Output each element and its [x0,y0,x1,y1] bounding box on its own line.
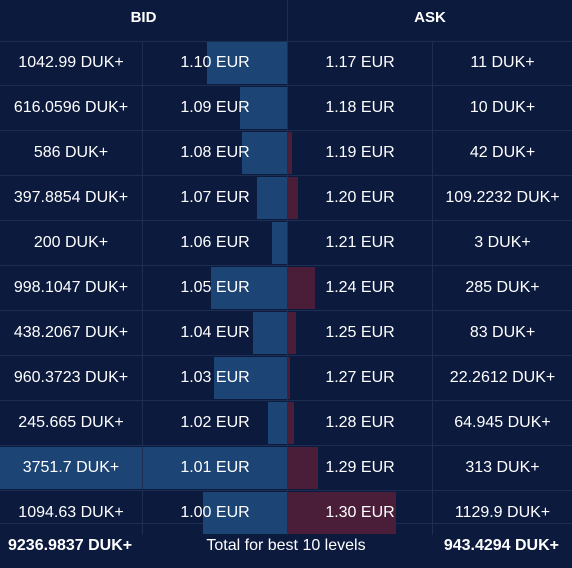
bid-price: 1.03 EUR [143,356,288,400]
order-row[interactable]: 438.2067 DUK+ 1.04 EUR 1.25 EUR 83 DUK+ [0,311,572,356]
ask-quantity: 109.2232 DUK+ [445,189,560,206]
bid-quantity: 1094.63 DUK+ [0,491,143,535]
ask-quantity: 11 DUK+ [470,54,535,71]
ask-price: 1.21 EUR [288,221,433,265]
bid-price: 1.02 EUR [143,401,288,445]
ask-quantity: 64.945 DUK+ [454,414,551,431]
ask-depth-bar [288,402,294,444]
bid-depth-bar [253,312,287,354]
ask-quantity: 1129.9 DUK+ [454,504,551,521]
order-row[interactable]: 397.8854 DUK+ 1.07 EUR 1.20 EUR 109.2232 DU… [0,176,572,221]
bid-quantity: 998.1047 DUK+ [0,266,143,310]
ask-price: 1.25 EUR [288,311,433,355]
order-row[interactable]: 586 DUK+ 1.08 EUR 1.19 EUR 42 DUK+ [0,131,572,176]
ask-price: 1.20 EUR [288,176,433,220]
ask-quantity: 285 DUK+ [465,279,540,296]
bid-quantity: 1042.99 DUK+ [0,41,143,85]
bid-quantity: 438.2067 DUK+ [0,311,143,355]
bid-price: 1.04 EUR [143,311,288,355]
ask-quantity: 10 DUK+ [469,99,536,116]
bid-depth-bar [240,87,287,129]
bid-quantity: 616.0596 DUK+ [0,86,143,130]
bid-depth-bar [0,447,287,489]
bid-depth-bar [257,177,287,219]
ask-price: 1.24 EUR [288,266,433,310]
ask-depth-bar [288,492,396,534]
ask-price: 1.29 EUR [288,446,433,490]
bid-depth-bar [211,267,287,309]
order-row[interactable]: 960.3723 DUK+ 1.03 EUR 1.27 EUR 22.2612 DUK… [0,356,572,401]
bid-depth-bar [268,402,287,444]
ask-depth-bar [288,357,290,399]
order-row[interactable]: 616.0596 DUK+ 1.09 EUR 1.18 EUR 10 DUK+ [0,86,572,131]
order-row[interactable]: 1042.99 DUK+ 1.10 EUR 1.17 EUR 11 DUK+ [0,41,572,86]
order-rows: 1042.99 DUK+ 1.10 EUR 1.17 EUR 11 DUK+ 616.0… [0,41,572,535]
ask-depth-bar [288,177,298,219]
bid-quantity: 586 DUK+ [0,131,143,175]
order-row[interactable]: 1094.63 DUK+ 1.00 EUR 1.30 EUR 1129.9 DUK+ [0,491,572,535]
ask-depth-bar [288,267,315,309]
bid-price: 1.00 EUR [143,491,288,535]
bid-price: 1.01 EUR [143,446,288,490]
ask-price: 1.30 EUR [288,491,433,535]
bid-header: BID [0,0,288,42]
bid-depth-bar [242,132,287,174]
ask-total: 943.4294 DUK+ [443,537,559,554]
ask-depth-bar [288,132,292,174]
bid-depth-bar [214,357,287,399]
bid-price: 1.09 EUR [143,86,288,130]
bid-total: 9236.9837 DUK+ [8,537,133,554]
bid-quantity: 200 DUK+ [0,221,143,265]
ask-quantity: 83 DUK+ [469,324,536,341]
bid-price: 1.05 EUR [143,266,288,310]
bid-quantity: 245.665 DUK+ [0,401,143,445]
ask-depth-bar [288,312,296,354]
ask-price: 1.27 EUR [288,356,433,400]
order-row[interactable]: 3751.7 DUK+ 1.01 EUR 1.29 EUR 313 DUK+ [0,446,572,491]
ask-price: 1.28 EUR [288,401,433,445]
ask-header: ASK [288,0,572,42]
ask-price: 1.17 EUR [288,41,433,85]
totals-label: Total for best 10 levels [206,537,366,554]
bid-price: 1.10 EUR [143,41,288,85]
bid-price: 1.07 EUR [143,176,288,220]
bid-depth-bar [203,492,287,534]
bid-quantity: 3751.7 DUK+ [0,446,143,490]
order-row[interactable]: 200 DUK+ 1.06 EUR 1.21 EUR 3 DUK+ [0,221,572,266]
bid-price: 1.08 EUR [143,131,288,175]
bid-depth-bar [207,42,287,84]
bid-quantity: 960.3723 DUK+ [0,356,143,400]
bid-price: 1.06 EUR [143,221,288,265]
order-row[interactable]: 998.1047 DUK+ 1.05 EUR 1.24 EUR 285 DUK+ [0,266,572,311]
ask-depth-bar [288,447,318,489]
ask-quantity: 22.2612 DUK+ [449,369,556,386]
bid-quantity: 397.8854 DUK+ [0,176,143,220]
ask-price: 1.18 EUR [288,86,433,130]
ask-quantity: 313 DUK+ [465,459,540,476]
ask-quantity: 3 DUK+ [474,234,531,251]
order-row[interactable]: 245.665 DUK+ 1.02 EUR 1.28 EUR 64.945 DUK+ [0,401,572,446]
ask-quantity: 42 DUK+ [469,144,536,161]
bid-depth-bar [272,222,287,264]
ask-price: 1.19 EUR [288,131,433,175]
